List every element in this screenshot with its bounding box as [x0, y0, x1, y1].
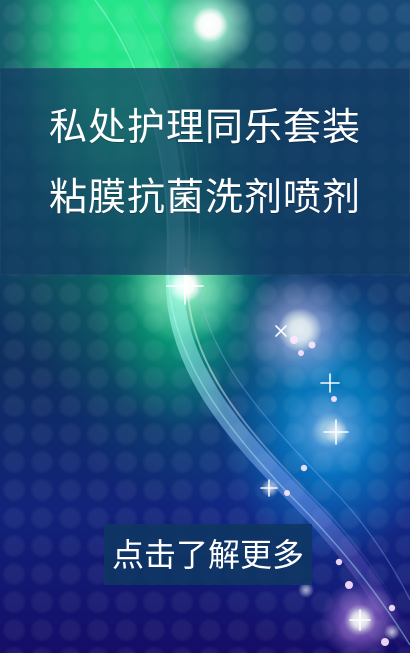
headline-banner: [0, 68, 410, 275]
headline-line-1: 私处护理同乐套装: [48, 105, 361, 149]
headline-line-2: 粘膜抗菌洗剂喷剂: [48, 175, 361, 219]
learn-more-button[interactable]: 点击了解更多: [104, 524, 312, 585]
